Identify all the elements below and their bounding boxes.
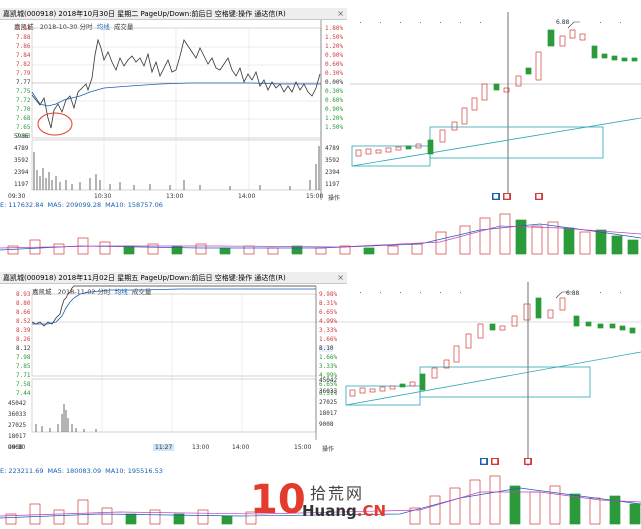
logo-en: Huang.CN [302,502,387,520]
top-marker-a: ■ [492,193,500,200]
close-icon[interactable]: × [337,273,344,282]
bottom-avg-line [32,288,316,325]
top-trendline [351,117,641,167]
current-price-tag: 8.10 [319,345,334,352]
top-intraday-chart [0,12,641,255]
bottom-price-line [31,285,316,327]
op-button[interactable]: 操作 [322,446,335,453]
logo-number: 10 [250,477,306,523]
top-marker-c: ■ [535,193,543,200]
top-avg-line [31,82,321,107]
top-subtitle: 嘉凯城 2018-10-30 分时 均线 成交量 [14,23,134,31]
top-ma-volume [7,213,639,255]
top-header-text: 嘉凯城(000918) 2018年10月30日 星期二 PageUp/Down:… [3,10,286,18]
bottom-marker-a: ■ [480,458,488,465]
top-panel: 嘉凯城(000918) 2018年10月30日 星期二 PageUp/Down:… [0,0,641,264]
op-button[interactable]: 操作 [328,195,341,202]
cursor-time-tag: 11:27 [153,444,175,451]
bottom-subtitle: 嘉凯城 2018-11-02 分时 均线 成交量 [32,288,152,296]
top-candles [355,29,638,157]
bottom-trendline [345,351,641,406]
top-high-label: 6.88 [556,19,570,26]
top-marker-b: ■ [503,193,511,200]
bottom-candles [349,297,636,397]
top-ma-legend: E: 117632.84 MA5: 209099.28 MA10: 158757.0… [0,201,163,209]
bottom-box-left [345,385,421,406]
close-icon[interactable]: × [337,9,344,18]
logo-cn: 拾荒网 [310,484,365,503]
bottom-intraday-chart [0,282,641,525]
bottom-ma-legend: E: 223211.69 MA5: 180083.09 MA10: 195516.5… [0,467,163,475]
top-dotted-row [360,22,621,23]
bottom-box-right [419,366,591,398]
top-header: 嘉凯城(000918) 2018年10月30日 星期二 PageUp/Down:… [0,8,347,20]
site-logo: 10 拾荒网 Huang.CN [250,478,400,526]
bottom-volume-bars [35,404,97,432]
bottom-marker-c: ■ [524,458,532,465]
bottom-marker-b: ■ [491,458,499,465]
top-box-right [429,126,604,159]
bottom-ma-volume [5,475,641,525]
bottom-header: 嘉凯城(000918) 2018年11月02日 星期五 PageUp/Down:… [0,272,347,284]
annotation-circle [37,112,73,136]
bottom-header-text: 嘉凯城(000918) 2018年11月02日 星期五 PageUp/Down:… [3,274,286,282]
bottom-high-label: 6.88 [566,290,580,297]
top-price-line [31,38,321,129]
bottom-panel: 嘉凯城(000918) 2018年11月02日 星期五 PageUp/Down:… [0,264,641,529]
top-volume-bars [33,146,320,190]
